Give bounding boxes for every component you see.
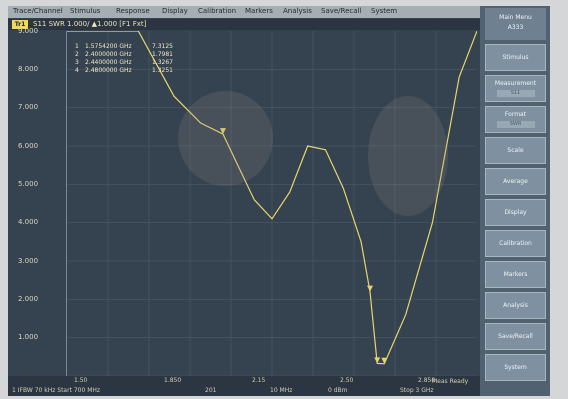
menu-stimulus[interactable]: Stimulus	[70, 7, 101, 15]
marker-4-value: 1.3251	[152, 67, 173, 74]
marker-3-frequency: 2.4400000 GHz	[85, 59, 132, 66]
softkey-markers-label: Markers	[503, 271, 528, 278]
softkey-system[interactable]: System	[485, 354, 546, 381]
softkey-save-recall-label: Save/Recall	[498, 333, 533, 340]
softkey-panel: Main Menu A333 Stimulus Measurement S11 …	[480, 6, 550, 396]
marker-triangle-4	[381, 357, 388, 364]
marker-triangle-1	[219, 128, 226, 135]
softkey-display-label: Display	[504, 209, 527, 216]
points-count: 201	[205, 387, 217, 394]
softkey-average[interactable]: Average	[485, 168, 546, 195]
meas-ready-status: Meas Ready	[432, 378, 469, 385]
menu-display[interactable]: Display	[162, 7, 188, 15]
softkey-system-label: System	[504, 364, 527, 371]
y-label-5: 5.000	[18, 180, 39, 188]
x-label-2: 1.850	[164, 377, 182, 384]
softkey-measurement-value: S11	[496, 90, 535, 97]
marker-1-number: 1	[75, 43, 79, 50]
y-label-4: 4.000	[18, 218, 39, 226]
x-label-5: 2.850	[418, 377, 436, 384]
menu-bar: Trace/Channel Stimulus Response Display …	[8, 6, 480, 18]
swr-trace-line	[67, 30, 478, 365]
menu-markers[interactable]: Markers	[245, 7, 273, 15]
y-label-9: 9.000	[18, 27, 39, 35]
y-label-6: 6.000	[18, 142, 39, 150]
softkey-save-recall[interactable]: Save/Recall	[485, 323, 546, 350]
trace-status-bar: Tr1 S11 SWR 1.000/ ▲1.000 [F1 Fxt]	[8, 19, 480, 30]
y-label-1: 1.000	[18, 333, 39, 341]
main-menu-title[interactable]: Main Menu A333	[485, 8, 546, 40]
softkey-measurement[interactable]: Measurement S11	[485, 75, 546, 102]
y-label-7: 7.000	[18, 103, 39, 111]
softkey-analysis-label: Analysis	[503, 302, 528, 309]
main-menu-subtitle: A333	[507, 24, 524, 31]
softkey-calibration-label: Calibration	[499, 240, 532, 247]
marker-1-frequency: 1.5754200 GHz	[85, 43, 132, 50]
main-menu-label: Main Menu	[499, 14, 532, 21]
x-label-4: 2.50	[340, 377, 354, 384]
analyzer-screen: Trace/Channel Stimulus Response Display …	[8, 6, 550, 396]
softkey-format[interactable]: Format SWR	[485, 106, 546, 133]
screen-reflection-right	[368, 96, 448, 216]
x-label-1: 1.50	[74, 377, 88, 384]
y-label-3: 3.000	[18, 257, 39, 265]
menu-system[interactable]: System	[371, 7, 398, 15]
marker-4-number: 4	[75, 67, 79, 74]
marker-2-number: 2	[75, 51, 79, 58]
softkey-format-label: Format	[504, 111, 527, 118]
trace-tag[interactable]: Tr1	[12, 20, 28, 29]
softkey-calibration[interactable]: Calibration	[485, 230, 546, 257]
softkey-measurement-label: Measurement	[494, 80, 537, 87]
softkey-stimulus[interactable]: Stimulus	[485, 44, 546, 71]
softkey-markers[interactable]: Markers	[485, 261, 546, 288]
y-label-2: 2.000	[18, 295, 39, 303]
power-level: 0 dBm	[328, 387, 348, 394]
marker-3-number: 3	[75, 59, 79, 66]
if-bandwidth: 10 MHz	[270, 387, 293, 394]
marker-4-frequency: 2.4800000 GHz	[85, 67, 132, 74]
marker-2-frequency: 2.4000000 GHz	[85, 51, 132, 58]
softkey-analysis[interactable]: Analysis	[485, 292, 546, 319]
bottom-status-bar: 1.50 1.850 2.15 2.50 2.850 1 IFBW 70 kHz…	[8, 376, 480, 396]
marker-1-value: 7.3125	[152, 43, 173, 50]
softkey-scale-label: Scale	[507, 147, 524, 154]
softkey-scale[interactable]: Scale	[485, 137, 546, 164]
marker-3-value: 1.3267	[152, 59, 173, 66]
menu-calibration[interactable]: Calibration	[198, 7, 237, 15]
menu-response[interactable]: Response	[116, 7, 150, 15]
marker-points	[219, 128, 388, 364]
menu-save-recall[interactable]: Save/Recall	[321, 7, 362, 15]
menu-analysis[interactable]: Analysis	[283, 7, 312, 15]
x-label-3: 2.15	[252, 377, 266, 384]
screen-reflection	[178, 91, 273, 186]
softkey-stimulus-label: Stimulus	[502, 54, 529, 61]
marker-triangle-3	[374, 357, 381, 364]
marker-2-value: 1.7981	[152, 51, 173, 58]
y-label-8: 8.000	[18, 65, 39, 73]
start-frequency: 1 IFBW 70 kHz Start 700 MHz	[12, 387, 101, 394]
marker-triangle-2	[367, 285, 374, 292]
trace-info: S11 SWR 1.000/ ▲1.000 [F1 Fxt]	[33, 20, 147, 28]
softkey-display[interactable]: Display	[485, 199, 546, 226]
softkey-average-label: Average	[503, 178, 528, 185]
stop-frequency: Stop 3 GHz	[400, 387, 434, 394]
menu-trace-channel[interactable]: Trace/Channel	[13, 7, 63, 15]
softkey-format-value: SWR	[496, 121, 535, 128]
